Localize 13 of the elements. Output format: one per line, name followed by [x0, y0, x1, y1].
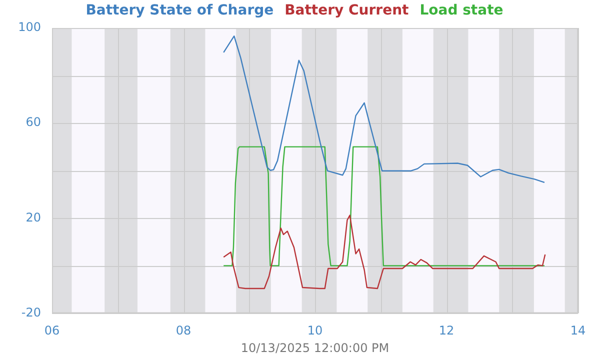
text: Load state	[420, 2, 504, 19]
y-tick-label: 100	[18, 20, 41, 34]
text: Battery State of Charge	[86, 2, 274, 19]
y-tick-label: 60	[26, 115, 41, 130]
x-tick-label: 14	[570, 324, 586, 338]
x-tick-label: 10	[307, 324, 323, 338]
x-tick-label: 06	[44, 324, 60, 338]
text: Battery Current	[284, 2, 410, 19]
x-axis-title: 10/13/2025 12:00:00 PM	[240, 340, 390, 355]
y-tick-label: -20	[21, 305, 41, 320]
x-tick-label: 08	[176, 324, 192, 338]
y-tick-label: 20	[26, 210, 41, 224]
x-tick-label: 12	[438, 324, 454, 338]
